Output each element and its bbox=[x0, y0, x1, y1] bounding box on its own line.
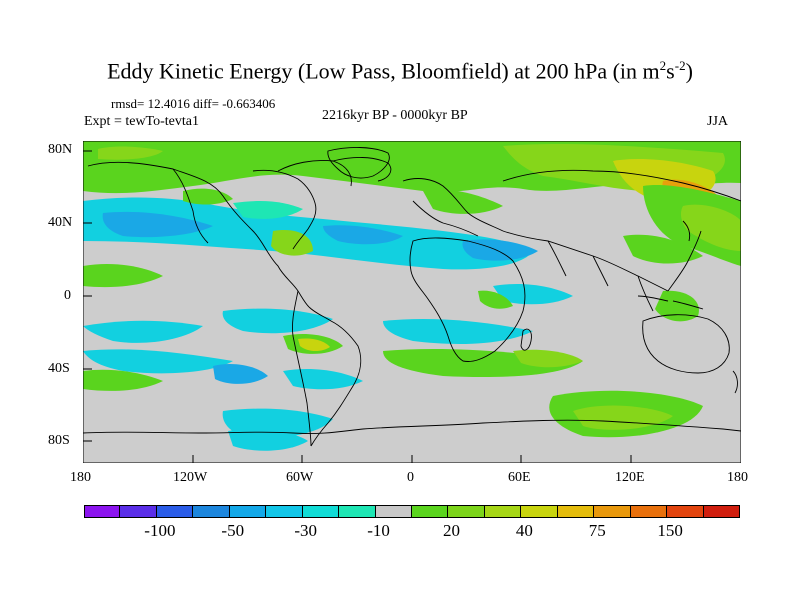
plot-title: Eddy Kinetic Energy (Low Pass, Bloomfiel… bbox=[107, 58, 693, 84]
x-tick-0: 0 bbox=[407, 470, 414, 485]
y-tick-80s: 80S bbox=[48, 433, 70, 448]
legend-swatch bbox=[412, 505, 449, 518]
x-tick-120w: 120W bbox=[173, 470, 208, 485]
legend-label: 75 bbox=[588, 521, 606, 540]
stats-label: rmsd= 12.4016 diff= -0.663406 bbox=[111, 96, 276, 111]
y-tick-0: 0 bbox=[64, 288, 71, 303]
legend-swatch bbox=[594, 505, 631, 518]
legend-label: -30 bbox=[294, 521, 317, 540]
period-label: 2216kyr BP - 0000kyr BP bbox=[322, 108, 468, 123]
legend-swatch bbox=[266, 505, 303, 518]
legend-label: 20 bbox=[442, 521, 460, 540]
legend-swatch bbox=[84, 505, 121, 518]
y-tick-40n: 40N bbox=[48, 215, 73, 230]
legend-swatch bbox=[521, 505, 558, 518]
legend-swatch bbox=[703, 505, 740, 518]
legend-swatch bbox=[667, 505, 704, 518]
season-label: JJA bbox=[707, 114, 729, 129]
legend-swatch bbox=[193, 505, 230, 518]
legend-swatch bbox=[229, 505, 267, 518]
legend-label: -50 bbox=[221, 521, 245, 540]
legend-swatch bbox=[557, 505, 595, 518]
ekе-map bbox=[83, 141, 741, 463]
legend-swatch bbox=[375, 505, 412, 518]
legend-label: 40 bbox=[515, 521, 533, 540]
legend-swatch bbox=[302, 505, 340, 518]
legend-swatch bbox=[156, 505, 194, 518]
y-tick-80n: 80N bbox=[48, 142, 73, 157]
legend-swatch bbox=[339, 505, 376, 518]
legend-label: -100 bbox=[144, 521, 176, 540]
x-tick-60e: 60E bbox=[508, 470, 531, 485]
x-tick-180w: 180 bbox=[70, 470, 91, 485]
legend-label: 150 bbox=[657, 521, 683, 540]
x-tick-180e: 180 bbox=[727, 470, 748, 485]
legend-swatch bbox=[448, 505, 485, 518]
legend-label: -10 bbox=[367, 521, 390, 540]
legend-swatch bbox=[120, 505, 157, 518]
x-tick-120e: 120E bbox=[615, 470, 645, 485]
legend-swatch bbox=[630, 505, 668, 518]
experiment-label: Expt = tewTo-tevta1 bbox=[84, 114, 199, 129]
tick-marks bbox=[83, 150, 632, 463]
y-tick-40s: 40S bbox=[48, 361, 70, 376]
x-tick-60w: 60W bbox=[286, 470, 314, 485]
legend-swatch bbox=[484, 505, 522, 518]
coastlines bbox=[83, 147, 741, 447]
